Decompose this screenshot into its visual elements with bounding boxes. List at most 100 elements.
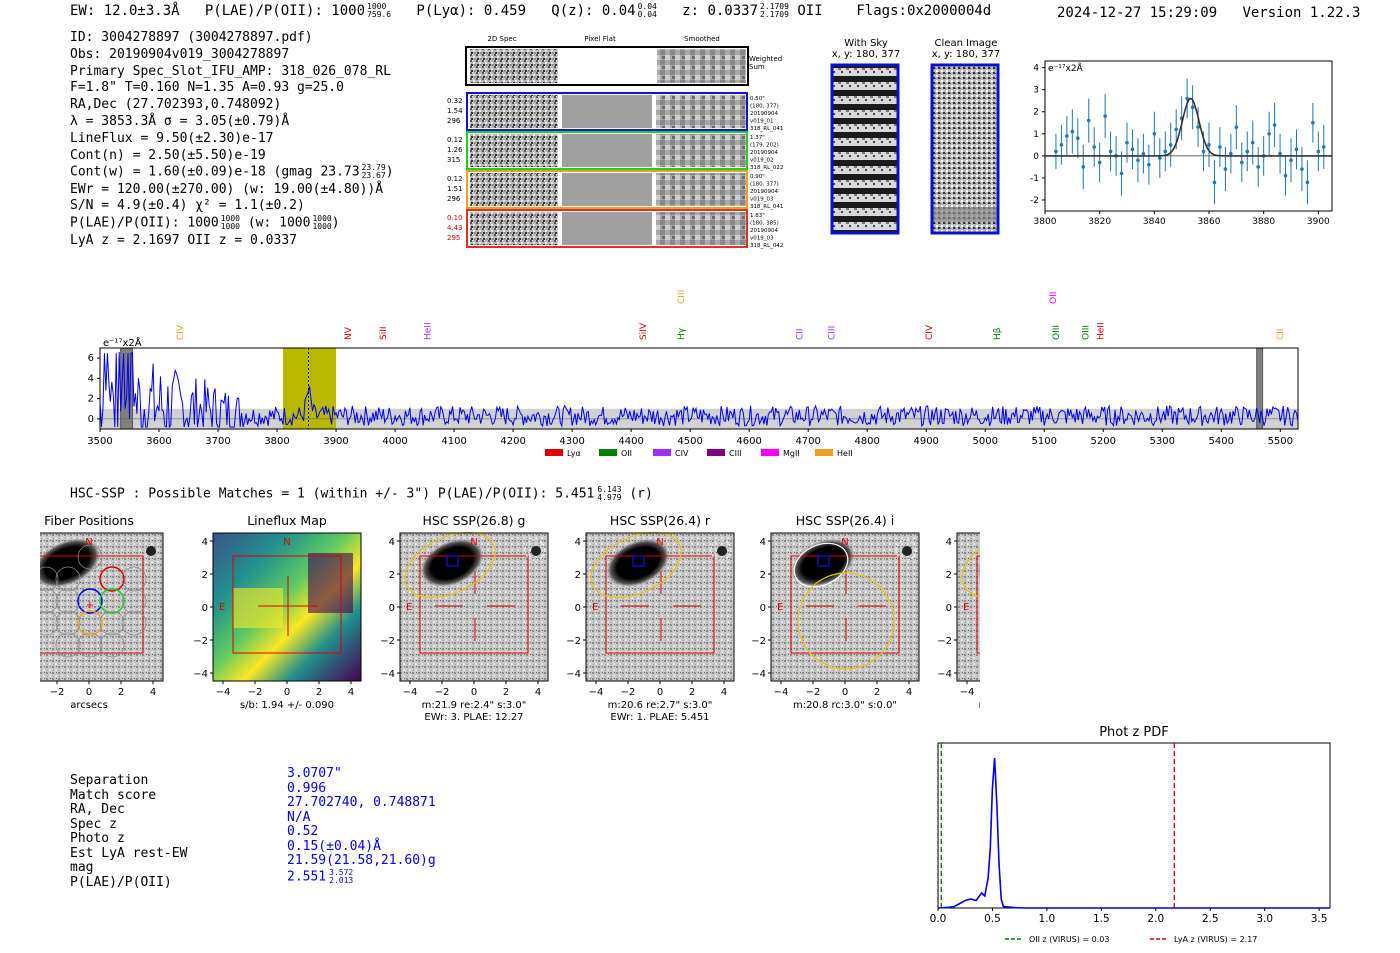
zoom-point <box>1141 151 1146 156</box>
zoom-point <box>1070 129 1075 134</box>
zoom-plot-frame <box>1044 60 1333 212</box>
match-value-lya-ew: 0.15(±0.04)Å <box>287 838 381 854</box>
header-plae: P(LAE)/P(OII): 1000 <box>204 3 366 19</box>
full-xtick-label: 3500 <box>87 436 112 447</box>
cutout-row-meta: v019_03 <box>750 236 774 242</box>
panel-ytick-label: 0 <box>946 603 952 614</box>
cutout-row-meta: 20190904 <box>750 111 778 117</box>
full-ytick-label: 2 <box>88 394 94 405</box>
zoom-point <box>1283 173 1288 178</box>
panel-ytick-label: 2 <box>202 570 208 581</box>
fiber-circle <box>121 566 147 592</box>
clean-image-title: Clean Image <box>934 38 998 49</box>
col-2d-spec-label: 2D Spec <box>487 35 516 43</box>
match-labels: Separation Match score RA, Dec Spec z Ph… <box>70 773 187 890</box>
panel-title: Fiber Positions <box>44 513 134 528</box>
full-emission-line-label: HeII <box>423 322 433 340</box>
zoom-point <box>1201 149 1206 154</box>
with-sky-header: With Sky x, y: 180, 377 <box>826 38 906 60</box>
panel-xtick-label: 0 <box>471 687 477 698</box>
info-primary-spec: Primary Spec_Slot_IFU_AMP: 318_026_078_R… <box>70 63 391 79</box>
clean-image-header: Clean Image x, y: 180, 377 <box>923 38 1009 60</box>
full-content: 6 4 2 0 3500 3600 3700 3800 3900 4000 4100 4200 4300… <box>87 290 1299 458</box>
cutout-2d-spec <box>470 134 558 167</box>
panel-xtick-label: −4 <box>960 687 975 698</box>
panel-ytick-label: 2 <box>389 570 395 581</box>
match-value-specz: N/A <box>287 809 311 825</box>
cutout-row-meta: 20190904 <box>750 150 778 156</box>
fiber-circle <box>121 588 147 614</box>
info-cont-w-end: ) <box>385 164 394 180</box>
panel-xtick-label: 2 <box>874 687 880 698</box>
full-xtick-label: 5500 <box>1268 436 1293 447</box>
cutout-2d-spec <box>470 212 558 245</box>
info-obs: Obs: 20190904v019_3004278897 <box>70 46 290 62</box>
full-xtick-label: 4500 <box>677 436 702 447</box>
header-timestamp: 2024-12-27 15:29:09 <box>1057 5 1218 21</box>
photz-content: 0.0 0.5 1.0 1.5 2.0 2.5 3.0 3.5 OII z (VIRUS) = … <box>930 742 1331 944</box>
panel-caption: arcsecs <box>70 700 108 711</box>
fiber-circle <box>77 544 103 570</box>
with-sky-title: With Sky <box>844 38 888 49</box>
photz-frame <box>937 742 1331 909</box>
zoom-point <box>1245 149 1250 154</box>
zoom-point <box>1212 180 1217 185</box>
panel-ytick-label: −2 <box>193 636 208 647</box>
hsc-summary-band: (r) <box>629 486 653 502</box>
cutout-row-stat: 1.26 <box>447 146 463 154</box>
cutout-row-meta: 0.50" <box>750 96 765 102</box>
zoom-point <box>1185 96 1189 101</box>
fiber-circle <box>55 632 81 658</box>
photz-xtick-label: 1.5 <box>1093 913 1110 925</box>
zoom-point <box>1163 149 1168 154</box>
hsc-summary: HSC-SSP : Possible Matches = 1 (within +… <box>70 486 653 502</box>
zoom-xtick-label: 3840 <box>1143 217 1166 227</box>
match-label-specz: Spec z <box>70 816 117 832</box>
zoom-point <box>1207 143 1211 147</box>
north-label: N <box>841 537 848 548</box>
fit-ellipse <box>797 572 895 670</box>
zoom-point <box>1272 123 1277 127</box>
header-bar: EW: 12.0±3.3Å P(LAE)/P(OII): 1000 1000 759… <box>70 3 991 20</box>
cutout-smoothed <box>656 134 746 167</box>
info-radec: RA,Dec (27.702393,0.748092) <box>70 97 282 113</box>
header-z: z: 0.0337 <box>682 3 759 19</box>
zoom-point <box>1223 167 1228 171</box>
full-legend-label: CIV <box>675 449 689 458</box>
match-ellipse <box>404 531 496 599</box>
north-label: N <box>85 537 92 548</box>
east-label: E <box>219 602 225 613</box>
zoom-point <box>1190 105 1195 110</box>
panel-xtick-label: 2 <box>689 687 695 698</box>
cutout-pixel-flat <box>562 95 652 128</box>
secondary-source-circle <box>895 539 917 561</box>
panel-xtick-label: 0 <box>842 687 848 698</box>
match-label-plae: P(LAE)/P(OII) <box>70 874 172 890</box>
full-xtick-label: 5200 <box>1091 436 1116 447</box>
panel-ytick-label: 4 <box>760 537 766 548</box>
full-legend-label: OII <box>621 449 632 458</box>
panel-caption: m:20.6 re:2.7" s:3.0" <box>608 700 713 711</box>
aperture-box <box>419 555 529 654</box>
full-emission-line-label: CIII <box>677 290 687 304</box>
match-marker <box>632 555 645 567</box>
clean-image <box>930 63 1000 235</box>
full-emission-line-label: CIV <box>176 324 186 340</box>
zoom-point <box>1152 131 1157 136</box>
match-label-separation: Separation <box>70 773 149 788</box>
cutout-row-stat: 296 <box>447 195 461 203</box>
zoom-point <box>1250 140 1255 145</box>
zoom-gaussian-fit <box>1045 97 1332 157</box>
east-label: E <box>592 602 598 613</box>
aperture-box <box>605 555 715 654</box>
fiber-circle <box>55 566 81 592</box>
panel-ytick-label: −4 <box>566 669 581 680</box>
hsc-summary-sub: 4.979 <box>597 493 622 502</box>
panel-xtick-label: −2 <box>248 687 263 698</box>
imaging-panel-3: HSC SSP(26.8) g N E −4 −2 0 2 4 4 2 0 −2 −4 m:21.9 re… <box>380 513 549 723</box>
with-sky-image <box>830 63 900 235</box>
photz-xtick-label: 1.0 <box>1039 913 1056 925</box>
zoom-ytick-label: -1 <box>1030 174 1039 184</box>
clean-image-coords: x, y: 180, 377 <box>931 49 1001 60</box>
